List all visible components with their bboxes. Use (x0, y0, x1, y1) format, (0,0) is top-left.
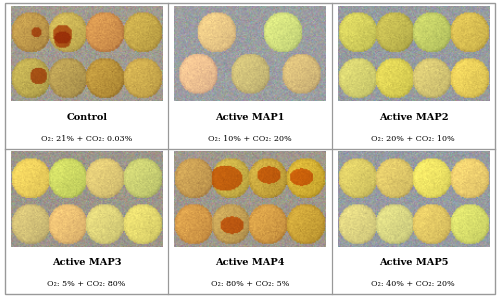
Text: Active MAP5: Active MAP5 (378, 258, 448, 268)
Text: Active MAP3: Active MAP3 (52, 258, 122, 268)
Text: Active MAP1: Active MAP1 (216, 113, 284, 122)
Text: O₂: 21% + CO₂: 0.03%: O₂: 21% + CO₂: 0.03% (41, 135, 132, 143)
Text: Active MAP4: Active MAP4 (215, 258, 285, 268)
Text: Active MAP2: Active MAP2 (378, 113, 448, 122)
Text: O₂: 40% + CO₂: 20%: O₂: 40% + CO₂: 20% (372, 280, 455, 288)
Text: O₂: 5% + CO₂: 80%: O₂: 5% + CO₂: 80% (48, 280, 126, 288)
Text: O₂: 20% + CO₂: 10%: O₂: 20% + CO₂: 10% (372, 135, 455, 143)
Text: O₂: 10% + CO₂: 20%: O₂: 10% + CO₂: 20% (208, 135, 292, 143)
Text: Control: Control (66, 113, 107, 122)
Text: O₂: 80% + CO₂: 5%: O₂: 80% + CO₂: 5% (211, 280, 289, 288)
